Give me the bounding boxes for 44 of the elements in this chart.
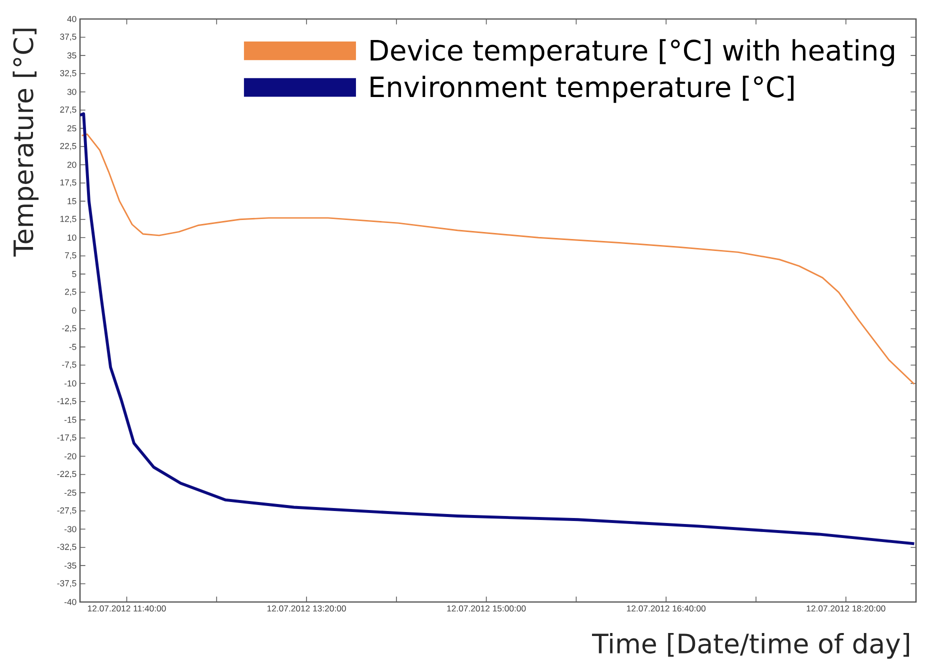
y-tick-label: -17,5 <box>57 434 76 442</box>
y-tick-label: 30 <box>67 88 76 95</box>
y-tick-label: 32,5 <box>60 70 76 78</box>
y-tick-label: 20 <box>67 162 76 168</box>
y-tick-label: -15 <box>64 416 76 423</box>
y-tick-label: -32,5 <box>57 544 76 551</box>
legend-label: Device temperature [°C] with heating <box>370 39 894 66</box>
x-tick-label: 12.07.2012 11:40:00 <box>88 605 166 612</box>
y-tick-label: 12,5 <box>60 216 76 223</box>
x-tick-label: 12.07.2012 16:40:00 <box>627 605 706 612</box>
y-tick-label: 40 <box>67 16 76 22</box>
line-series <box>80 112 916 546</box>
y-tick-label: -2,5 <box>62 325 76 332</box>
y-tick-label: -12,5 <box>57 398 76 406</box>
y-tick-label: -30 <box>64 526 76 532</box>
y-axis-title: Temperature [°C] <box>12 28 39 257</box>
y-tick-label: -20 <box>64 453 76 460</box>
y-tick-label: -37,5 <box>57 580 76 588</box>
y-tick-label: 2,5 <box>65 288 76 296</box>
y-tick-label: 15 <box>68 198 76 204</box>
y-tick-label: 25 <box>67 125 76 132</box>
y-tick-label: -10 <box>64 380 76 386</box>
x-tick-label: 12.07.2012 15:00:00 <box>447 605 526 612</box>
x-tick-label: 12.07.2012 13:20:00 <box>267 605 346 612</box>
y-tick-label: -27,5 <box>57 507 76 514</box>
y-tick-label: -25 <box>64 490 76 496</box>
y-tick-label: 37,5 <box>60 34 76 41</box>
y-tick-label: 22,5 <box>60 142 76 150</box>
y-tick-label: 0 <box>72 307 76 314</box>
y-tick-label: 17,5 <box>60 179 76 187</box>
y-tick-label: 10 <box>68 234 76 241</box>
y-tick-label: 35 <box>67 52 76 59</box>
y-tick-label: 27,5 <box>60 106 76 114</box>
y-tick-label: 5 <box>72 271 76 278</box>
y-tick-label: 7,5 <box>65 252 76 260</box>
x-axis-title: Time [Date/time of day] <box>592 632 909 659</box>
y-tick-label: -22,5 <box>57 470 76 478</box>
y-tick-label: -35 <box>64 562 76 569</box>
y-tick-label: -7,5 <box>62 362 76 369</box>
x-tick-label: 12.07.2012 18:20:00 <box>806 605 886 612</box>
legend-label: Environment temperature [°C] <box>370 76 794 103</box>
y-tick-label: -5 <box>69 344 76 350</box>
y-tick-label: -40 <box>64 598 76 606</box>
line-series <box>81 133 915 385</box>
